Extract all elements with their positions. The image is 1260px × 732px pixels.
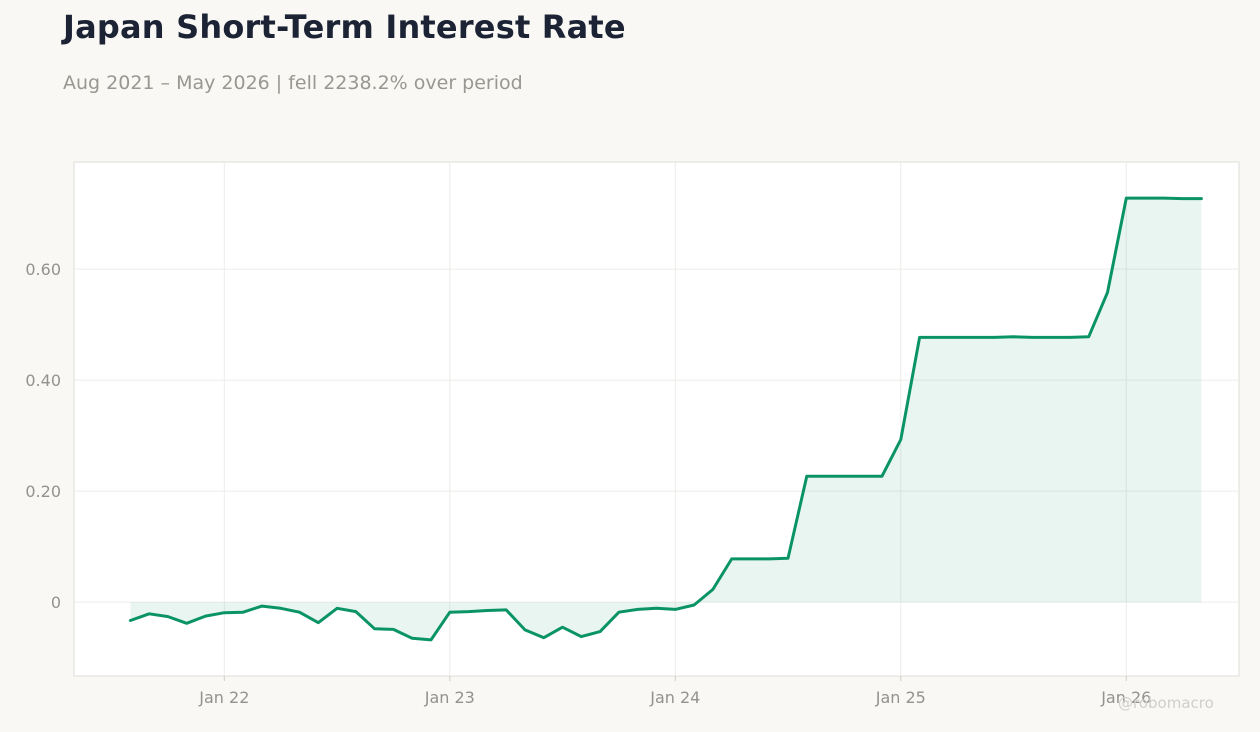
data-point	[599, 631, 601, 633]
data-point	[392, 628, 394, 630]
data-point	[280, 607, 282, 609]
data-point	[937, 336, 939, 338]
data-point	[524, 629, 526, 631]
data-point	[1088, 336, 1090, 338]
data-point	[1050, 336, 1052, 338]
y-tick-label: 0	[51, 593, 61, 612]
data-point	[1107, 291, 1109, 293]
data-point	[355, 611, 357, 613]
data-point	[336, 607, 338, 609]
data-point	[317, 622, 319, 624]
data-point	[186, 622, 188, 624]
data-point	[167, 616, 169, 618]
data-point	[674, 608, 676, 610]
data-point	[562, 626, 564, 628]
data-point	[242, 611, 244, 613]
data-point	[580, 636, 582, 638]
data-point	[299, 611, 301, 613]
data-point	[825, 475, 827, 477]
data-point	[768, 558, 770, 560]
data-point	[261, 605, 263, 607]
x-tick-label: Jan 25	[875, 688, 926, 707]
data-point	[806, 475, 808, 477]
chart-title: Japan Short-Term Interest Rate	[63, 8, 626, 46]
data-point	[468, 611, 470, 613]
data-point	[956, 336, 958, 338]
data-point	[656, 607, 658, 609]
data-point	[1125, 197, 1127, 199]
grid-lines	[74, 162, 1239, 676]
watermark: @robomacro	[1118, 694, 1214, 712]
data-point	[1182, 198, 1184, 200]
data-point	[1013, 336, 1015, 338]
data-point	[881, 475, 883, 477]
data-point	[1200, 198, 1202, 200]
data-point	[618, 611, 620, 613]
data-point	[1163, 197, 1165, 199]
x-tick-label: Jan 26	[1100, 688, 1151, 707]
data-point	[205, 615, 207, 617]
y-tick-label: 0.60	[25, 260, 61, 279]
data-point	[148, 613, 150, 615]
x-tick-label: Jan 23	[424, 688, 475, 707]
x-axis-ticks: Jan 22 Jan 23 Jan 24 Jan 25 Jan 26	[198, 676, 1151, 707]
data-point	[637, 608, 639, 610]
series-line	[128, 196, 1203, 642]
data-point	[994, 336, 996, 338]
plot-background	[73, 161, 1240, 677]
data-point	[1069, 336, 1071, 338]
y-tick-label: 0.20	[25, 482, 61, 501]
data-point	[374, 628, 376, 630]
data-point	[1031, 336, 1033, 338]
data-point	[430, 639, 432, 641]
data-point	[731, 558, 733, 560]
data-point	[1144, 197, 1146, 199]
x-tick-label: Jan 22	[198, 688, 249, 707]
data-point	[411, 637, 413, 639]
data-point	[712, 588, 714, 590]
data-point	[900, 439, 902, 441]
data-point	[862, 475, 864, 477]
data-point	[843, 475, 845, 477]
data-point	[449, 611, 451, 613]
data-point	[486, 610, 488, 612]
data-point	[223, 612, 225, 614]
data-point	[975, 336, 977, 338]
y-tick-label: 0.40	[25, 371, 61, 390]
chart-subtitle: Aug 2021 – May 2026 | fell 2238.2% over …	[63, 72, 523, 94]
data-point	[693, 604, 695, 606]
y-axis-ticks: 0 0.20 0.40 0.60	[25, 260, 61, 612]
data-point	[919, 336, 921, 338]
data-point	[543, 637, 545, 639]
data-point	[129, 620, 131, 622]
data-point	[505, 609, 507, 611]
data-point	[787, 557, 789, 559]
area-fill	[130, 198, 1202, 640]
data-point	[750, 558, 752, 560]
x-tick-label: Jan 24	[649, 688, 700, 707]
